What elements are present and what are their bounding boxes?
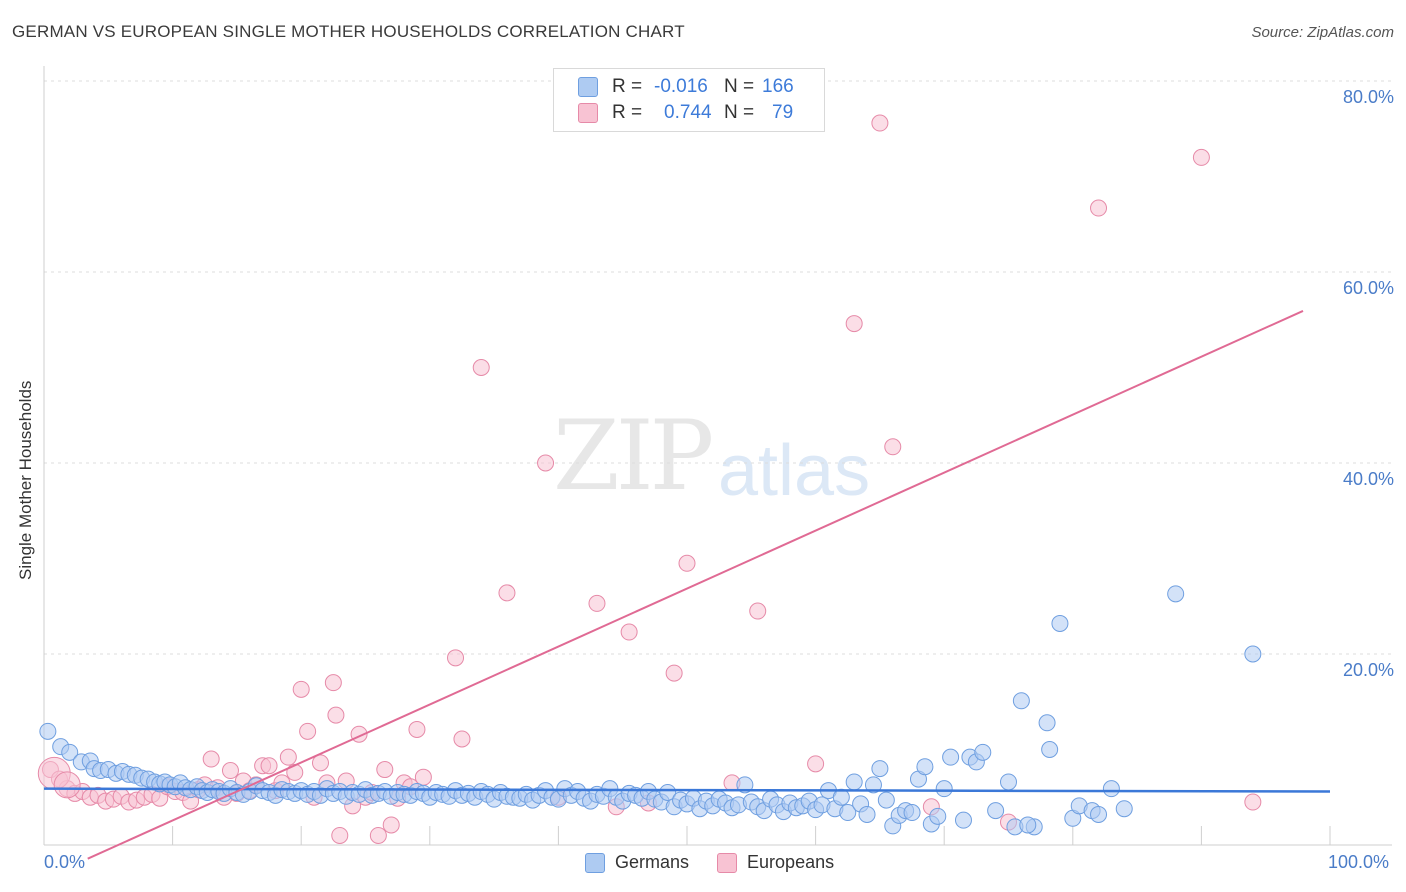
europeans-trend-line — [87, 310, 1304, 860]
data-point — [864, 776, 882, 794]
data-point — [903, 804, 921, 822]
r-value: 0.744 — [664, 102, 712, 123]
data-point — [620, 623, 638, 641]
data-point — [498, 584, 516, 602]
data-point — [324, 674, 342, 692]
data-point — [1038, 714, 1056, 732]
n-label: N = — [724, 76, 755, 97]
data-point — [1167, 585, 1185, 603]
data-point — [858, 805, 876, 823]
chart-title: GERMAN VS EUROPEAN SINGLE MOTHER HOUSEHO… — [12, 22, 685, 41]
data-point — [807, 755, 825, 773]
data-point — [327, 706, 345, 724]
data-point — [1192, 148, 1210, 166]
axes — [43, 66, 1392, 846]
trend-lines — [43, 310, 1331, 860]
data-point — [845, 773, 863, 791]
data-point — [369, 826, 387, 844]
source-label: Source: ZipAtlas.com — [1251, 24, 1394, 41]
x-tick-100: 100.0% — [1328, 852, 1390, 872]
data-point — [39, 722, 57, 740]
data-point — [1090, 805, 1108, 823]
data-point — [453, 730, 471, 748]
data-point — [954, 811, 972, 829]
data-point — [1000, 773, 1017, 791]
data-point — [749, 602, 767, 620]
germans-swatch — [578, 77, 598, 97]
n-value: 166 — [762, 76, 794, 97]
data-point — [659, 783, 677, 801]
data-point — [845, 315, 863, 333]
data-point — [331, 826, 349, 844]
y-axis-label: Single Mother Households — [16, 380, 35, 580]
data-point — [1115, 800, 1133, 818]
n-label: N = — [724, 102, 755, 123]
r-label: R = — [612, 102, 643, 123]
legend-item-germans[interactable]: Germans — [585, 852, 689, 873]
data-point — [382, 816, 400, 834]
data-point — [292, 680, 310, 698]
x-tick-0: 0.0% — [44, 852, 86, 872]
r-value: -0.016 — [654, 76, 708, 97]
data-point — [877, 791, 895, 809]
europeans-legend-swatch — [717, 852, 738, 873]
data-point — [414, 768, 432, 786]
r-label: R = — [612, 76, 643, 97]
data-point — [202, 750, 220, 768]
legend-label-europeans: Europeans — [747, 852, 835, 872]
data-point — [537, 454, 555, 472]
legend-item-europeans[interactable]: Europeans — [717, 852, 834, 873]
data-point — [974, 743, 992, 761]
y-tick-40: 40.0% — [1342, 469, 1394, 489]
data-point — [1051, 614, 1069, 632]
data-point — [472, 359, 490, 376]
y-tick-80: 80.0% — [1342, 87, 1394, 107]
data-point — [884, 438, 902, 456]
data-point — [1102, 780, 1120, 798]
legend-label-germans: Germans — [615, 852, 690, 872]
data-point — [1244, 793, 1262, 811]
data-point — [935, 780, 953, 798]
data-point — [260, 757, 278, 775]
data-point — [279, 748, 297, 766]
data-point — [929, 807, 947, 825]
data-point — [916, 758, 934, 776]
data-point — [376, 761, 394, 779]
data-point — [1244, 645, 1262, 663]
data-point — [408, 720, 426, 738]
data-point — [678, 554, 696, 572]
data-point — [447, 649, 465, 667]
data-point — [61, 743, 79, 761]
data-point — [1090, 199, 1108, 217]
legend-row-germans: R = -0.016 N = 166 — [578, 75, 794, 99]
data-point — [1012, 692, 1030, 710]
data-point — [1041, 741, 1059, 758]
y-tick-60: 60.0% — [1342, 278, 1394, 298]
data-point — [221, 762, 239, 780]
data-point — [1019, 816, 1037, 834]
y-tick-20: 20.0% — [1342, 660, 1394, 680]
data-point — [736, 776, 754, 794]
data-point — [588, 594, 606, 612]
europeans-points — [37, 114, 1262, 844]
germans-legend-swatch — [585, 852, 605, 873]
series-legend: Germans Europeans — [585, 852, 862, 873]
data-point — [665, 664, 683, 682]
data-point — [839, 804, 857, 822]
data-point — [871, 114, 889, 132]
data-point — [299, 722, 317, 740]
watermark-zip: ZIP — [553, 400, 714, 512]
n-value: 79 — [772, 102, 794, 123]
data-point — [942, 748, 960, 766]
watermark-atlas: atlas — [718, 431, 871, 511]
data-point — [871, 760, 889, 778]
germans-trend-line — [43, 787, 1331, 793]
legend-row-europeans: R = 0.744 N = 79 — [578, 101, 793, 125]
stats-legend: R = -0.016 N = 166 R = 0.744 N = 79 — [553, 68, 825, 132]
data-point — [987, 802, 1005, 820]
data-point — [53, 771, 81, 799]
grid-lines — [44, 80, 1392, 655]
europeans-swatch — [578, 103, 598, 123]
